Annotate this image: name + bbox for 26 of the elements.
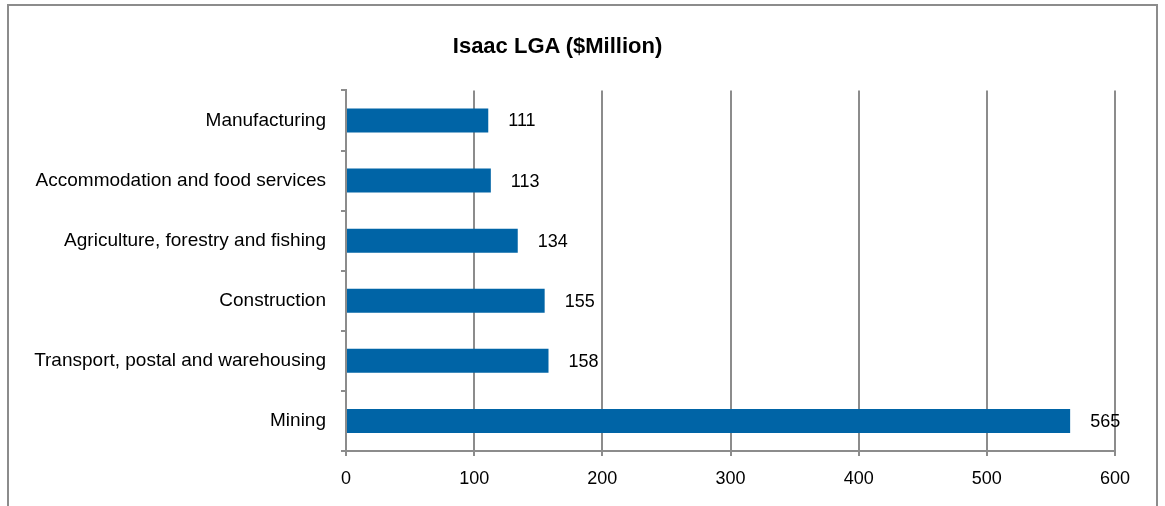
x-tick-label: 200: [587, 467, 618, 488]
bar: [347, 408, 1071, 433]
y-tick-label: Mining: [270, 409, 326, 431]
x-tick-label: 400: [843, 467, 874, 488]
data-label: 158: [568, 350, 599, 371]
data-label: 111: [508, 110, 536, 131]
bar: [347, 288, 545, 313]
y-tick-label: Construction: [219, 288, 326, 310]
bar: [347, 168, 491, 193]
bar: [347, 108, 489, 133]
x-tick-label: 300: [715, 467, 746, 488]
data-label: 155: [564, 290, 595, 311]
x-tick-label: 0: [340, 467, 352, 488]
x-tick-label: 500: [971, 467, 1002, 488]
bar: [347, 228, 518, 253]
y-tick-label: Agriculture, forestry and fishing: [64, 228, 326, 250]
data-label: 565: [1090, 410, 1121, 431]
data-label: 134: [537, 230, 568, 251]
bar: [347, 348, 549, 373]
y-tick-label: Transport, postal and warehousing: [34, 349, 326, 371]
data-label: 113: [510, 170, 540, 191]
y-tick-label: Manufacturing: [205, 108, 326, 130]
x-tick-label: 100: [459, 467, 490, 488]
chart-title: Isaac LGA ($Million): [452, 33, 663, 59]
x-tick-label: 600: [1099, 467, 1131, 488]
y-tick-label: Accommodation and food services: [35, 168, 326, 190]
